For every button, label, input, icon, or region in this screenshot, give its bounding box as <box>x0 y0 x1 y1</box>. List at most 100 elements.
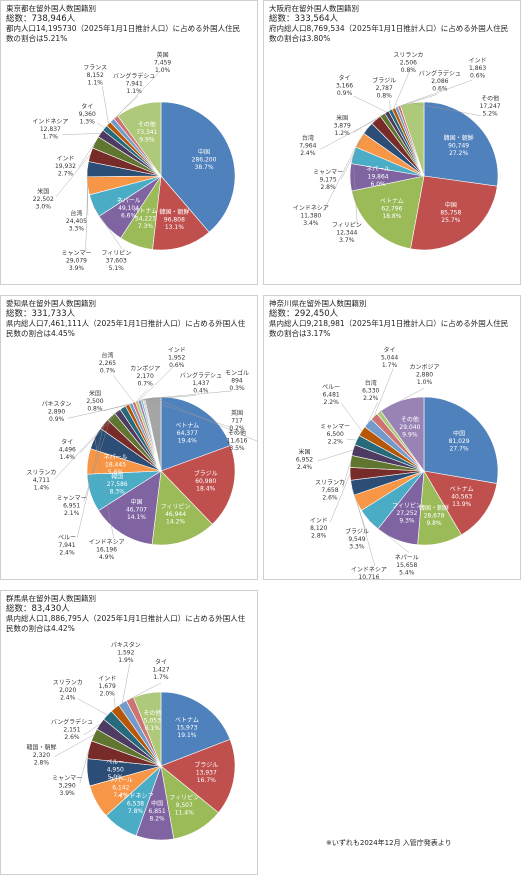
slice-label: 中国 <box>130 498 142 506</box>
slice-label: 9,507 <box>176 802 193 809</box>
slice-label: 1.0% <box>417 379 433 386</box>
slice-label: 13.9% <box>452 501 471 508</box>
leader-line <box>378 387 425 413</box>
slice-label: 2.4% <box>300 150 316 157</box>
slice-label: 7,941 <box>58 542 75 549</box>
slice-label: インド <box>168 347 186 354</box>
leader-line <box>54 411 118 480</box>
slice-label: 2.4% <box>297 464 313 471</box>
slice-label: 0.9% <box>337 90 353 97</box>
slice-label: 2.8% <box>34 760 50 767</box>
slice-label: 1,427 <box>152 667 169 674</box>
slice-label: 37,603 <box>106 257 127 264</box>
leader-line <box>320 119 377 150</box>
slice-label: 5.2% <box>482 110 498 117</box>
pie-slice <box>117 101 162 177</box>
slice-label: パキスタン <box>42 400 72 408</box>
slice-label: バングラデシュ <box>419 69 461 77</box>
slice-label: 10,716 <box>358 574 379 579</box>
slice-label: 台湾 <box>302 134 314 142</box>
chart-header: 神奈川県在留外国人数国籍別 総数：292,450人 県内総人口9,218,981（2… <box>269 299 509 339</box>
leader-line <box>87 169 89 216</box>
slice-label: 6.6% <box>121 212 137 219</box>
leader-line <box>396 93 438 108</box>
slice-label: 米国 <box>336 114 348 122</box>
slice-label: 0.9% <box>49 416 65 423</box>
slice-label: 894 <box>231 378 243 385</box>
slice-label: 2.7% <box>58 170 74 177</box>
leader-line <box>368 520 410 553</box>
slice-label: 韓国・朝鮮 <box>159 208 189 216</box>
slice-label: ブラジル <box>194 761 218 769</box>
slice-label: 29,040 <box>399 424 420 431</box>
slice-label: 27.2% <box>449 150 468 157</box>
slice-label: 3.3% <box>349 544 365 551</box>
slice-label: ブラジル <box>372 77 396 85</box>
slice-label: 717 <box>231 417 243 424</box>
slice-label: 8,152 <box>87 72 104 79</box>
slice-label: 3.0% <box>36 203 52 210</box>
slice-label: 0.3% <box>229 385 245 392</box>
chart-title: 群馬県在留外国人数国籍別 <box>6 594 96 603</box>
slice-label: 米国 <box>37 187 49 195</box>
slice-label: その他 <box>401 415 419 423</box>
pie-slice <box>410 175 498 251</box>
slice-label: 25.7% <box>441 217 460 224</box>
leader-line <box>103 403 131 411</box>
slice-label: 22,502 <box>33 196 54 203</box>
slice-label: ミャンマー <box>61 250 91 257</box>
slice-label: インドネシア <box>351 567 387 574</box>
leader-line <box>347 439 357 441</box>
chart-panel: 大阪府在留外国人数国籍別 総数：333,564人 府内総人口8,769,534（20… <box>263 0 521 285</box>
slice-label: 8.3% <box>110 489 126 496</box>
leader-line <box>113 375 134 403</box>
slice-label: 13.1% <box>165 224 184 231</box>
leader-line <box>141 395 196 400</box>
slice-label: フランス <box>83 65 107 72</box>
slice-label: スリランカ <box>53 680 83 687</box>
leader-line <box>317 449 354 462</box>
slice-label: フィリピン <box>392 503 422 510</box>
slice-label: 16.7% <box>197 777 216 784</box>
chart-description: 都内人口14,195730（2025年1月1日推計人口）に占める外国人住民数の割… <box>6 24 241 43</box>
slice-label: 38.7% <box>195 164 214 171</box>
leader-line <box>115 68 163 118</box>
leader-line <box>129 682 162 700</box>
slice-label: 28,678 <box>424 512 445 519</box>
slice-label: 3.9% <box>59 790 75 797</box>
slice-label: 6,952 <box>296 456 313 463</box>
slice-label: 64,377 <box>177 430 198 437</box>
leader-line <box>341 403 362 432</box>
slice-label: タイ <box>61 438 73 446</box>
slice-label: その他 <box>228 429 246 437</box>
slice-label: ミャンマー <box>57 495 87 502</box>
slice-label: ペルー <box>58 535 76 542</box>
slice-label: フィリピン <box>332 222 362 229</box>
leader-line <box>393 69 411 109</box>
slice-label: 0.6% <box>470 73 486 80</box>
slice-label: 3,166 <box>336 83 353 90</box>
leader-line <box>122 663 130 703</box>
slice-label: 2,506 <box>400 60 417 67</box>
slice-label: インド <box>310 518 328 525</box>
leader-line <box>340 128 368 180</box>
slice-label: その他 <box>138 120 156 128</box>
slice-label: 1.7% <box>153 674 169 681</box>
slice-label: ネパール <box>104 454 128 461</box>
chart-header: 東京都在留外国人数国籍別 総数：738,946人 都内人口14,195730（202… <box>6 4 246 44</box>
slice-label: フィリピン <box>169 795 199 802</box>
slice-label: 1.4% <box>34 484 50 491</box>
slice-label: ベトナム <box>175 422 199 429</box>
slice-label: 4,496 <box>59 447 76 454</box>
slice-label: ネパール <box>366 166 390 173</box>
slice-label: 0.7% <box>100 368 116 375</box>
slice-label: 3.7% <box>339 237 355 244</box>
slice-label: 1,437 <box>192 380 209 387</box>
slice-label: タイ <box>155 658 167 666</box>
slice-label: 49,104 <box>118 205 139 212</box>
slice-label: 0.4% <box>193 388 209 395</box>
leader-line <box>79 407 123 454</box>
slice-label: 5.6% <box>108 469 124 476</box>
slice-label: 7,658 <box>321 487 338 494</box>
